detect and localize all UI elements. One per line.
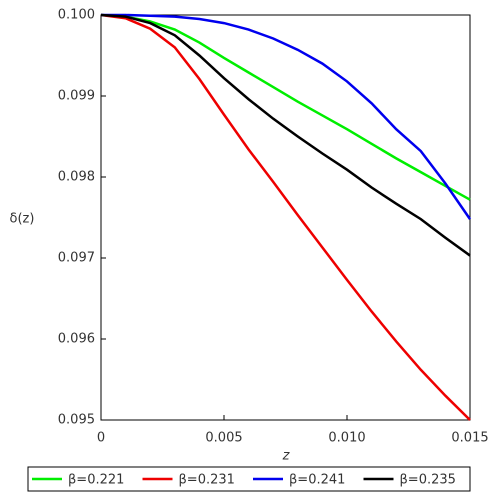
x-tick-label: 0.010 [328, 431, 365, 446]
y-axis-label: δ(z) [10, 212, 35, 227]
legend-label: β=0.235 [400, 473, 456, 488]
x-axis-label: z [282, 449, 291, 464]
y-tick-label: 0.097 [58, 251, 95, 266]
series-line [100, 13, 471, 257]
y-tick-label: 0.098 [58, 170, 95, 185]
series-line [100, 13, 471, 201]
x-tick-label: 0.015 [451, 431, 488, 446]
x-tick-label: 0.005 [205, 431, 242, 446]
y-tick-label: 0.099 [58, 89, 95, 104]
y-tick-label: 0.100 [58, 8, 95, 23]
legend-label: β=0.241 [289, 473, 345, 488]
y-tick-label: 0.095 [58, 413, 95, 428]
series-line [100, 13, 471, 421]
series-line [101, 13, 472, 220]
x-tick-label: 0 [97, 431, 105, 446]
legend-label: β=0.231 [179, 473, 235, 488]
plot-frame [100, 14, 471, 421]
y-tick-label: 0.096 [58, 332, 95, 347]
legend-box [27, 466, 471, 492]
legend-label: β=0.221 [68, 473, 124, 488]
